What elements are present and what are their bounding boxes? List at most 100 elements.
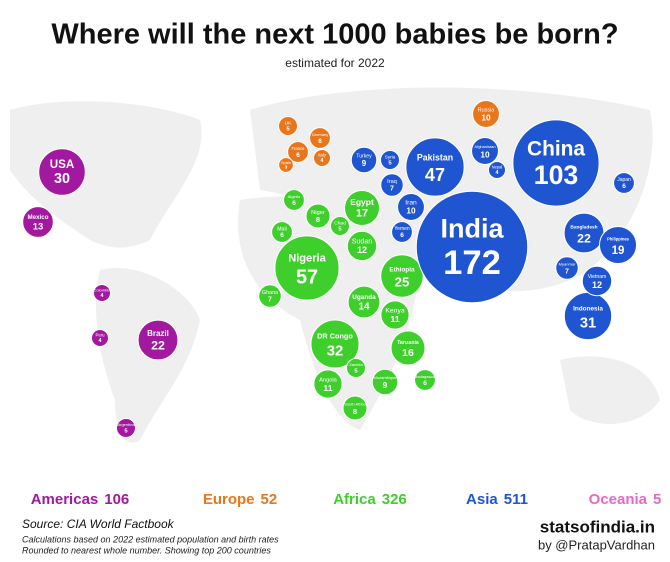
country-value: 5 [124, 429, 128, 435]
bubble [258, 284, 282, 308]
country-name: Syria [385, 154, 396, 159]
bubble [512, 119, 600, 207]
bubble [350, 146, 378, 174]
bubble [137, 319, 179, 361]
country-name: Mozambique [374, 375, 398, 380]
country-name: Algeria [288, 194, 301, 199]
country-name: Mali [277, 226, 287, 232]
bubble [380, 300, 410, 330]
country-value: 5 [286, 127, 290, 133]
country-value: 6 [318, 138, 322, 145]
country-name: Angola [319, 377, 338, 383]
country-value: 3 [285, 165, 288, 170]
bubble [115, 417, 137, 439]
country-value: 57 [296, 267, 318, 289]
country-name: Ghana [262, 290, 278, 296]
country-value: 13 [33, 221, 44, 232]
note: Calculations based on 2022 estimated pop… [22, 534, 279, 544]
bubble [278, 157, 294, 173]
region-name: Asia [466, 491, 498, 508]
country-value: 6 [622, 183, 626, 190]
country-name: Japan [617, 177, 631, 183]
country-value: 5 [338, 227, 342, 233]
country-value: 6 [400, 232, 404, 239]
bubble [310, 319, 360, 369]
country-value: 12 [357, 245, 367, 255]
region-total: Oceania 5 [589, 491, 662, 508]
country-name: Turkey [356, 154, 372, 160]
bubbles: USA30Mexico13Brazil22Colombia4Peru4Argen… [22, 100, 638, 439]
country-value: 172 [443, 244, 501, 282]
country-name: South Africa [344, 401, 366, 406]
country-value: 7 [390, 185, 394, 192]
country-value: 7 [565, 268, 569, 275]
country-value: 103 [534, 160, 579, 190]
country-value: 4 [99, 338, 102, 344]
country-value: 5 [354, 369, 358, 375]
country-name: Madagascar [414, 374, 437, 379]
bubble [287, 141, 309, 163]
region-value: 511 [504, 491, 528, 508]
country-name: USA [50, 158, 75, 171]
bubble [283, 189, 305, 211]
bubble [342, 395, 368, 421]
country-name: Nepal [492, 165, 503, 170]
bubble [38, 148, 86, 196]
bubble [581, 265, 613, 297]
country-name: Peru [95, 333, 105, 338]
country-value: 4 [496, 170, 499, 176]
region-name: Oceania [589, 491, 648, 508]
author: by @PratapVardhan [538, 537, 655, 552]
bubble [380, 254, 424, 298]
brand: statsofindia.in [540, 517, 655, 536]
country-value: 10 [406, 205, 416, 215]
country-name: Uganda [352, 294, 376, 301]
country-name: Egypt [350, 197, 374, 207]
country-name: Italy [318, 153, 326, 158]
bubble [488, 161, 506, 179]
country-name: Spain [281, 160, 291, 165]
bubble [472, 100, 500, 128]
country-name: Philippines [607, 237, 630, 242]
country-name: Afghanistan [474, 144, 495, 149]
region-total: Americas 106 [31, 491, 130, 508]
title: Where will the next 1000 babies be born? [51, 19, 618, 51]
bubble [93, 284, 111, 302]
bubble [271, 221, 293, 243]
region-name: Africa [333, 491, 376, 508]
country-value: 9 [362, 159, 367, 168]
bubble [329, 215, 351, 237]
country-value: 22 [151, 339, 165, 353]
country-name: Ethiopia [389, 266, 415, 273]
country-value: 12 [592, 280, 602, 290]
bubble [555, 256, 579, 280]
country-name: Chad [334, 220, 346, 226]
legend: Americas 106 Europe 52 Africa 326 Asia 511 Ocean… [31, 491, 662, 508]
country-name: France [291, 146, 305, 151]
country-value: 6 [296, 152, 300, 159]
country-name: Kenya [385, 308, 404, 315]
country-name: China [527, 138, 585, 161]
country-name: Sudan [352, 237, 373, 245]
country-value: 16 [402, 347, 414, 359]
country-value: 5 [388, 161, 392, 167]
country-name: Colombia [94, 288, 112, 293]
country-name: DR Congo [317, 332, 353, 341]
note: Rounded to nearest whole number. Showing… [22, 545, 271, 555]
country-name: Argentina [117, 422, 135, 427]
country-name: Niger [311, 210, 325, 216]
source: Source: CIA World Factbook [22, 517, 175, 531]
bubble [346, 230, 378, 262]
region-value: 106 [104, 491, 129, 508]
country-value: 14 [359, 302, 370, 313]
bubble [380, 173, 404, 197]
bubble [22, 206, 54, 238]
bubble [343, 189, 381, 227]
bubble [313, 149, 331, 167]
country-name: Myanmar [559, 262, 576, 267]
bubble [379, 149, 401, 171]
country-name: India [440, 213, 504, 243]
region-total: Asia 511 [466, 491, 528, 508]
bubble [277, 115, 299, 137]
